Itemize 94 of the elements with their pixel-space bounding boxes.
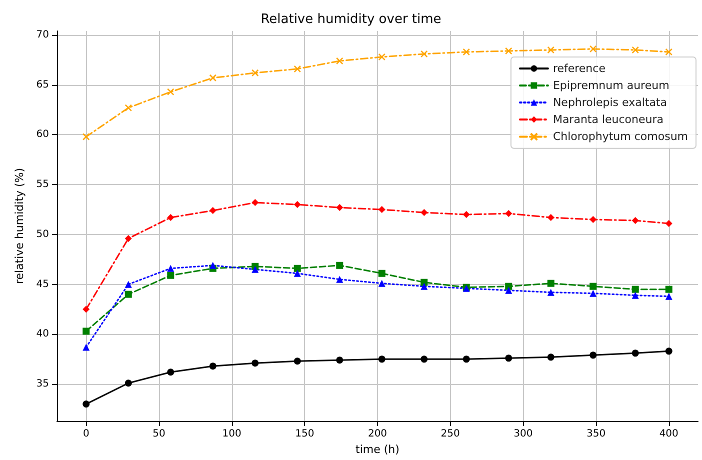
point xyxy=(82,306,90,313)
point xyxy=(378,53,386,61)
x-tick-label: 250 xyxy=(440,428,460,440)
point xyxy=(294,201,301,208)
point xyxy=(82,400,90,408)
x-tick-label: 350 xyxy=(586,428,606,440)
x-tick-label: 0 xyxy=(82,428,90,440)
x-tick-label: 150 xyxy=(295,428,314,440)
point xyxy=(462,48,470,56)
point xyxy=(665,220,672,228)
point xyxy=(547,46,555,54)
point xyxy=(462,356,470,363)
point xyxy=(547,288,554,296)
point xyxy=(336,276,344,283)
point xyxy=(336,57,344,65)
point xyxy=(547,280,554,287)
point xyxy=(590,282,597,290)
point xyxy=(665,286,672,293)
point xyxy=(420,356,428,363)
y-axis-title: relative humidity (%) xyxy=(13,168,26,284)
y-tick-label: 35 xyxy=(36,378,49,390)
y-tick-label: 40 xyxy=(36,328,49,340)
point xyxy=(209,207,216,214)
point xyxy=(167,272,174,279)
point xyxy=(124,380,132,387)
point xyxy=(632,292,639,299)
point xyxy=(124,234,132,242)
y-tick-label: 65 xyxy=(36,79,49,90)
point xyxy=(252,360,259,367)
y-tick-label: 60 xyxy=(36,129,49,140)
point xyxy=(124,280,132,288)
point xyxy=(505,210,512,218)
legend-label: Maranta leuconeura xyxy=(552,113,664,126)
point xyxy=(167,214,174,222)
point xyxy=(252,266,259,273)
point xyxy=(505,286,512,294)
point xyxy=(124,104,132,112)
point xyxy=(294,358,301,365)
y-tick-label: 50 xyxy=(36,228,49,240)
legend-label: Epipremnum aureum xyxy=(552,79,670,92)
point xyxy=(336,356,344,364)
x-tick-label: 400 xyxy=(659,428,678,440)
point xyxy=(420,209,428,216)
x-axis-title: time (h) xyxy=(356,442,400,456)
point xyxy=(124,290,132,298)
point xyxy=(589,45,597,53)
point xyxy=(336,262,344,269)
point xyxy=(665,292,672,300)
point xyxy=(166,88,174,96)
x-tick-label: 100 xyxy=(222,428,242,440)
point xyxy=(665,348,672,355)
chart-title: Relative humidity over time xyxy=(260,12,442,27)
point xyxy=(420,282,428,290)
point xyxy=(251,69,259,77)
point xyxy=(378,280,386,287)
point xyxy=(420,50,428,58)
point xyxy=(632,286,639,293)
y-tick-label: 45 xyxy=(36,278,49,290)
point xyxy=(82,133,90,140)
point xyxy=(294,65,302,73)
point xyxy=(82,328,90,335)
point xyxy=(378,356,386,363)
point xyxy=(252,199,259,206)
x-tick-label: 50 xyxy=(152,428,166,440)
point xyxy=(209,262,216,269)
y-tick-label: 70 xyxy=(36,29,49,40)
point xyxy=(590,352,597,359)
point xyxy=(632,46,640,54)
point xyxy=(82,344,90,351)
point xyxy=(378,206,386,214)
point xyxy=(209,362,216,370)
point xyxy=(462,211,470,218)
point xyxy=(167,368,174,376)
point xyxy=(209,74,217,82)
point xyxy=(590,290,597,297)
point xyxy=(167,264,174,272)
point xyxy=(632,217,639,224)
point xyxy=(632,350,639,357)
point xyxy=(547,354,554,361)
point xyxy=(590,216,597,224)
point xyxy=(294,264,301,272)
point xyxy=(294,270,301,277)
legend-label: reference xyxy=(552,62,606,75)
y-tick-label: 55 xyxy=(36,179,49,190)
point xyxy=(504,47,512,55)
point xyxy=(547,214,554,222)
point xyxy=(505,354,512,362)
legend-label: Nephrolepis exaltata xyxy=(552,96,667,109)
point xyxy=(378,270,386,277)
x-tick-label: 300 xyxy=(514,428,533,440)
x-tick-label: 200 xyxy=(368,428,388,440)
legend-label: Chlorophytum comosum xyxy=(552,130,688,144)
point xyxy=(665,48,673,56)
point xyxy=(336,204,344,212)
